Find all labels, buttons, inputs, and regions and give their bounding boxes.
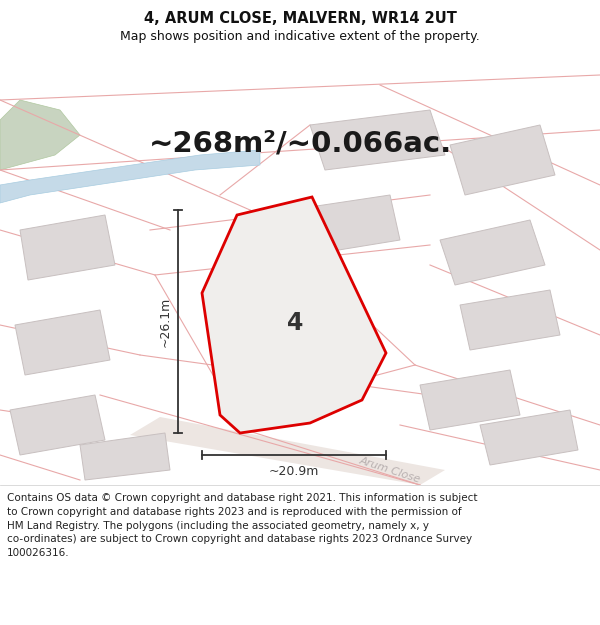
Polygon shape [460,290,560,350]
Text: ~20.9m: ~20.9m [269,465,319,478]
Text: Contains OS data © Crown copyright and database right 2021. This information is : Contains OS data © Crown copyright and d… [7,493,478,558]
Polygon shape [310,110,445,170]
Text: Arum Close: Arum Close [358,456,422,484]
PathPatch shape [202,197,386,433]
Polygon shape [80,433,170,480]
Text: ~268m²/~0.066ac.: ~268m²/~0.066ac. [148,129,452,157]
Polygon shape [480,410,578,465]
Polygon shape [0,150,260,203]
Polygon shape [290,195,400,255]
Text: Map shows position and indicative extent of the property.: Map shows position and indicative extent… [120,30,480,43]
Polygon shape [15,310,110,375]
Text: 4, ARUM CLOSE, MALVERN, WR14 2UT: 4, ARUM CLOSE, MALVERN, WR14 2UT [143,11,457,26]
Text: ~26.1m: ~26.1m [159,296,172,347]
Polygon shape [130,417,445,485]
Polygon shape [440,220,545,285]
Polygon shape [420,370,520,430]
Polygon shape [20,215,115,280]
Text: 4: 4 [287,311,303,335]
Polygon shape [450,125,555,195]
Polygon shape [0,100,80,170]
Polygon shape [10,395,105,455]
